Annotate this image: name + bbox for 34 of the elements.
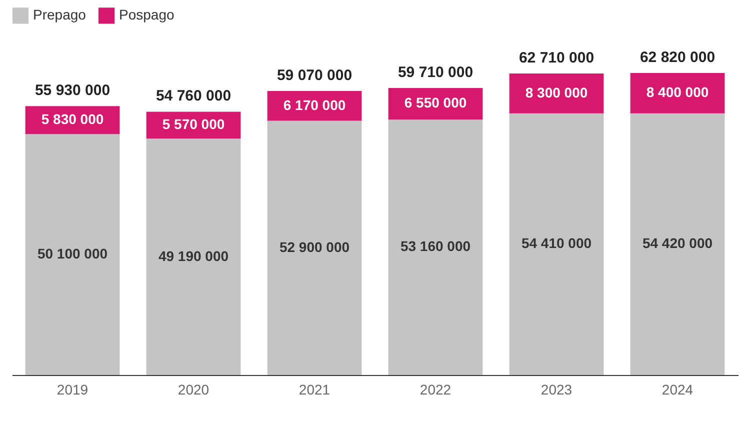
legend-label: Pospago — [119, 6, 174, 23]
bar — [267, 120, 362, 375]
x-tick-label: 2023 — [540, 382, 572, 398]
total-label: 62 820 000 — [640, 49, 716, 66]
bar — [630, 73, 725, 114]
total-label: 59 710 000 — [398, 64, 474, 81]
total-label: 54 760 000 — [156, 88, 232, 105]
data-label: 52 900 000 — [279, 238, 350, 255]
data-label: 53 160 000 — [400, 238, 471, 254]
data-label: 49 190 000 — [158, 248, 229, 264]
bar — [25, 134, 120, 375]
legend-label: Prepago — [33, 6, 86, 23]
x-tick-label: 2021 — [298, 382, 330, 398]
data-label: 5 830 000 — [41, 111, 104, 128]
data-label: 5 570 000 — [162, 116, 225, 132]
bar — [630, 113, 725, 375]
data-label: 50 100 000 — [37, 246, 108, 262]
x-tick-label: 2019 — [56, 382, 88, 398]
data-label: 8 300 000 — [525, 84, 588, 100]
bar — [509, 74, 604, 114]
x-tick-label: 2020 — [178, 382, 210, 398]
data-label: 54 420 000 — [642, 235, 713, 252]
x-tick-label: 2022 — [420, 382, 452, 398]
bar — [388, 119, 483, 375]
total-label: 59 070 000 — [276, 67, 352, 84]
x-tick-label: 2024 — [662, 382, 694, 398]
bar — [509, 113, 604, 375]
total-label: 62 710 000 — [518, 50, 594, 67]
data-label: 6 550 000 — [404, 94, 467, 111]
data-label: 6 170 000 — [283, 96, 346, 113]
total-label: 55 930 000 — [34, 82, 110, 100]
data-label: 8 400 000 — [646, 84, 709, 100]
bar — [146, 138, 241, 375]
data-label: 54 410 000 — [521, 235, 592, 252]
